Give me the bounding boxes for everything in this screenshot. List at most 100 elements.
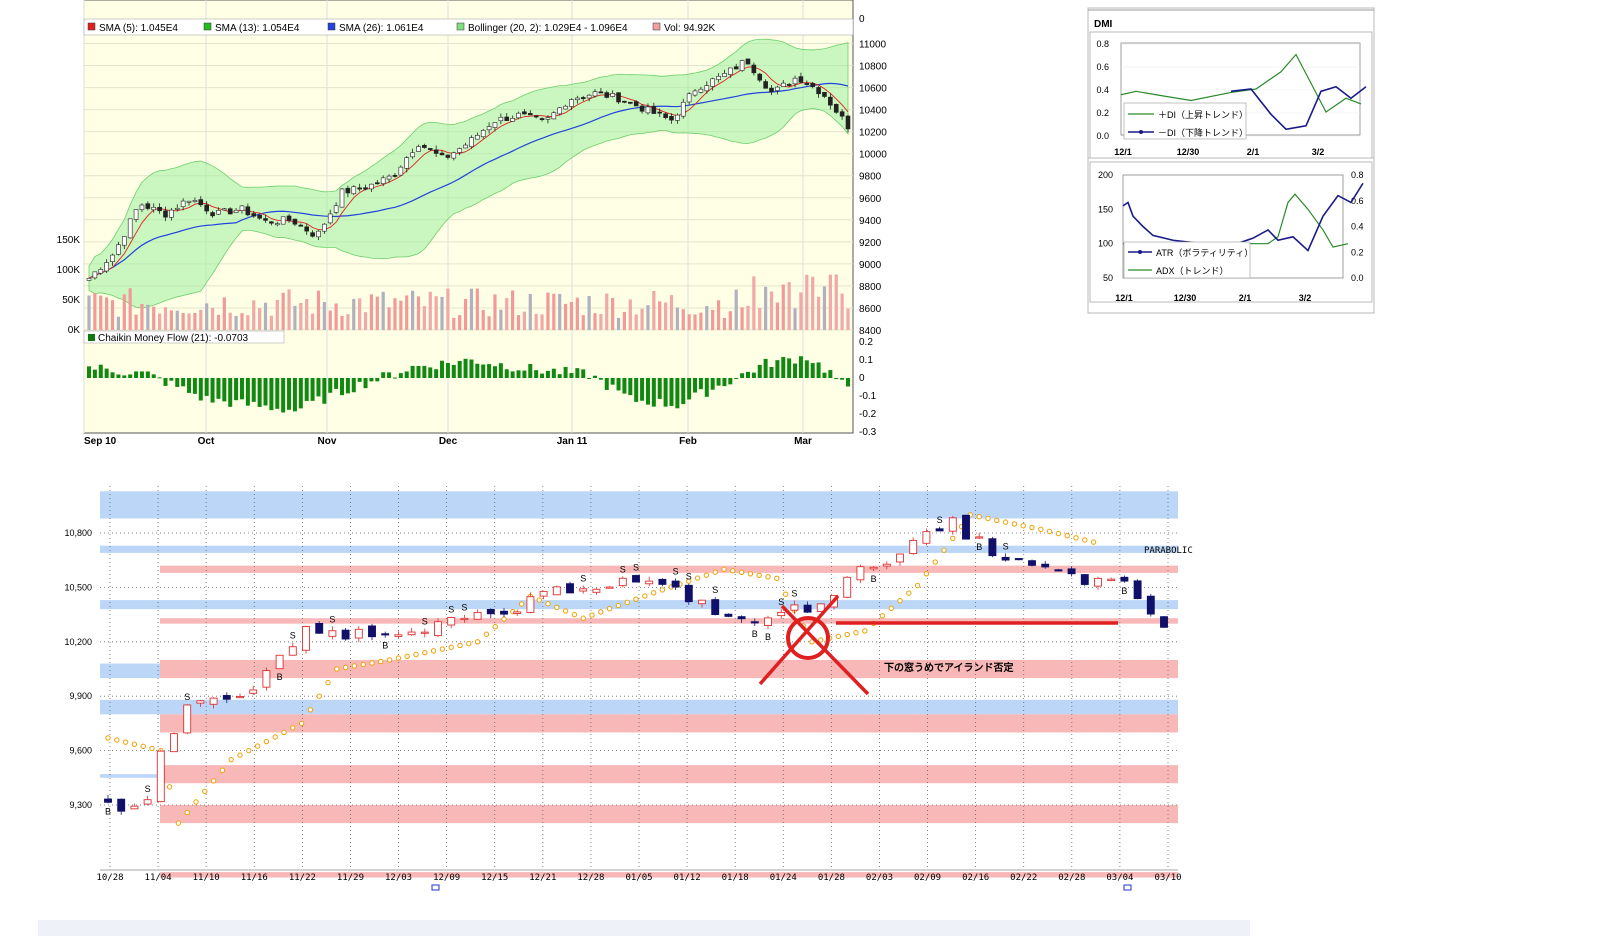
volume-bar	[646, 305, 650, 330]
candle-body	[486, 126, 492, 131]
cmf-tick-label: 0	[859, 373, 865, 384]
legend-swatch	[203, 22, 212, 31]
atr-line	[1122, 182, 1364, 252]
x-tick-label: Nov	[318, 436, 337, 447]
candle-body	[354, 628, 363, 639]
parabolic-dot	[985, 515, 991, 522]
parabolic-dot	[105, 735, 111, 741]
cmf-bar	[334, 378, 339, 389]
sma5-line	[88, 66, 849, 279]
candle-body	[909, 539, 918, 555]
atr-left-tick: 200	[1098, 170, 1113, 180]
volume-bar	[305, 299, 309, 330]
daily-x-label: 01/24	[770, 873, 797, 883]
buy-marker: B	[277, 672, 283, 682]
cmf-bar	[681, 378, 686, 405]
candle-body	[222, 695, 231, 700]
parabolic-dot	[554, 604, 560, 611]
candle-body	[302, 626, 310, 651]
daily-x-label: 11/04	[145, 873, 172, 883]
candle-body	[566, 583, 574, 594]
cmf-bar	[475, 363, 480, 378]
cmf-bar	[104, 368, 109, 378]
candle-body	[513, 611, 522, 614]
candle-body	[122, 236, 127, 246]
sell-marker: S	[937, 515, 943, 525]
sell-marker: S	[620, 564, 626, 574]
candle-body	[163, 210, 168, 218]
volume-bar	[693, 314, 697, 330]
parabolic-dot	[448, 644, 454, 650]
candle-body	[127, 218, 133, 239]
plus-di-line	[1120, 53, 1362, 113]
cmf-bar	[810, 363, 815, 378]
parabolic-dot	[246, 747, 252, 754]
parabolic-dot	[1073, 535, 1079, 541]
candle-body	[422, 144, 427, 148]
volume-bar	[163, 307, 168, 330]
volume-bar	[599, 313, 603, 330]
legend-swatch	[327, 22, 336, 31]
volume-bar	[381, 291, 385, 330]
cmf-bar	[557, 374, 562, 378]
candle-body	[988, 538, 997, 557]
parabolic-dot	[598, 609, 604, 615]
volume-bar	[758, 307, 762, 330]
candle-body	[804, 83, 810, 85]
candle-body	[420, 631, 429, 634]
volume-bar	[416, 296, 421, 330]
parabolic-dot	[1002, 519, 1009, 525]
parabolic-dot	[228, 756, 234, 763]
candle-body	[1107, 578, 1116, 582]
cmf-bar	[728, 378, 733, 385]
volume-bar	[322, 302, 326, 330]
candle-body	[157, 206, 162, 212]
volume-bar	[93, 292, 97, 330]
candle-body	[439, 152, 445, 156]
volume-tick-label: 0K	[68, 325, 81, 336]
parabolic-dot	[712, 569, 718, 575]
candle-body	[896, 553, 904, 563]
cmf-bar	[210, 378, 215, 403]
daily-x-label: 11/16	[241, 873, 268, 883]
volume-bar	[811, 276, 815, 330]
candle-body	[622, 100, 627, 103]
parabolic-dot	[941, 547, 947, 553]
annotation-cross	[780, 604, 870, 696]
candle-body	[1001, 556, 1010, 561]
cmf-bar	[540, 373, 545, 378]
atr-left-tick: 150	[1098, 204, 1113, 214]
cmf-bar	[669, 378, 674, 406]
candle-body	[739, 60, 745, 71]
candle-body	[345, 187, 351, 194]
candle-body	[757, 73, 763, 81]
legend-label: SMA (13): 1.054E4	[215, 23, 300, 34]
candle-body	[579, 588, 588, 592]
candle-body	[427, 148, 433, 150]
cmf-bar	[781, 356, 786, 378]
parabolic-dot	[589, 612, 595, 618]
daily-x-label: 11/22	[289, 873, 316, 883]
dmi-x-label: 12/30	[1177, 147, 1200, 157]
candle-body	[592, 588, 601, 593]
volume-bar	[669, 295, 674, 330]
parabolic-dot	[782, 591, 789, 597]
parabolic-dot	[281, 729, 287, 736]
volume-bar	[458, 315, 462, 330]
cmf-bar	[340, 378, 344, 396]
volume-bar	[152, 306, 156, 330]
atr-right-tick: 0.8	[1351, 170, 1364, 180]
cmf-bar	[598, 378, 603, 380]
candle-body	[275, 654, 284, 670]
cmf-bar	[640, 378, 645, 401]
candle-body	[882, 563, 891, 567]
cmf-bar	[298, 378, 303, 409]
candle-body	[798, 76, 804, 83]
parabolic-dot	[254, 743, 261, 749]
candle-body	[539, 590, 548, 597]
parabolic-dot	[193, 799, 199, 805]
resistance-band	[100, 600, 1178, 610]
cmf-tick-label: 0.1	[859, 355, 873, 366]
parabolic-dot	[897, 597, 903, 604]
candle-body	[586, 94, 592, 99]
